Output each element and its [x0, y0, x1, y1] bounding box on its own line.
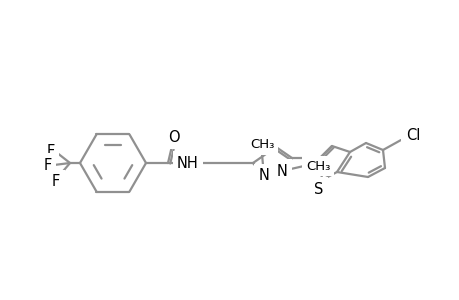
- Text: F: F: [44, 158, 52, 172]
- Text: N: N: [258, 169, 269, 184]
- Text: O: O: [168, 130, 179, 145]
- Text: S: S: [313, 182, 323, 196]
- Text: NH: NH: [177, 155, 198, 170]
- Text: F: F: [47, 143, 55, 158]
- Text: CH₃: CH₃: [305, 160, 330, 172]
- Text: CH₃: CH₃: [249, 139, 274, 152]
- Text: Cl: Cl: [405, 128, 419, 143]
- Text: F: F: [52, 175, 60, 190]
- Text: N: N: [276, 164, 287, 178]
